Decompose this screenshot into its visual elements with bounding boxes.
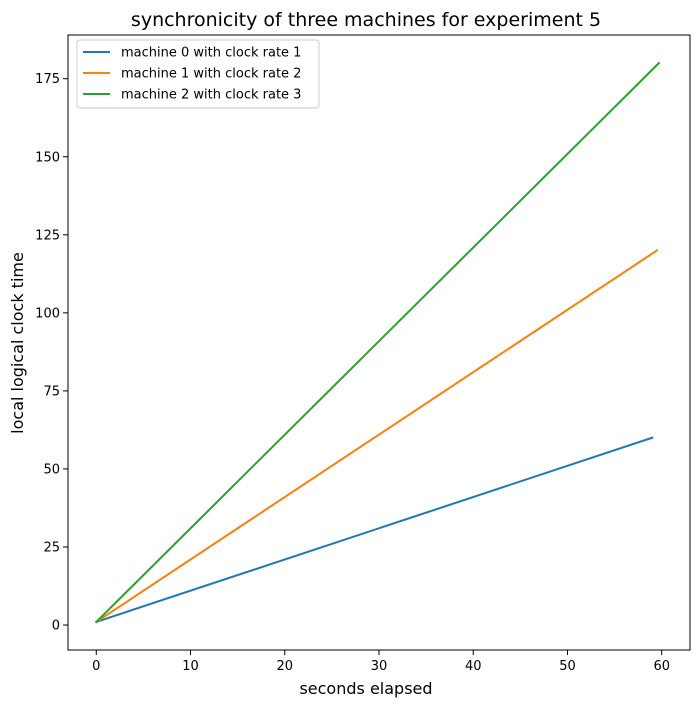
series-line-1 [94, 249, 659, 624]
y-tick-label: 175 [35, 72, 60, 87]
y-tick-label: 50 [43, 462, 60, 477]
y-tick-label: 75 [43, 384, 60, 399]
x-axis-label: seconds elapsed [299, 679, 432, 698]
x-axis: 0 10 20 30 40 50 60 [92, 650, 670, 674]
y-tick-label: 100 [35, 306, 60, 321]
x-tick-label: 50 [559, 659, 576, 674]
legend-box [76, 39, 320, 109]
y-axis-label: local logical clock time [8, 252, 27, 434]
x-tick-label: 20 [276, 659, 293, 674]
legend-label-0: machine 0 with clock rate 1 [121, 46, 301, 61]
series-line-2 [94, 61, 661, 624]
legend-label-1: machine 1 with clock rate 2 [121, 67, 301, 82]
x-tick-label: 60 [653, 659, 670, 674]
y-tick-label: 25 [43, 540, 60, 555]
x-tick-label: 10 [182, 659, 199, 674]
series-line-0 [95, 436, 654, 624]
plot-lines [94, 61, 661, 624]
x-tick-label: 0 [92, 659, 100, 674]
y-tick-label: 0 [52, 619, 60, 634]
legend: machine 0 with clock rate 1 machine 1 wit… [76, 39, 320, 109]
y-tick-label: 150 [35, 150, 60, 165]
y-axis: 0 25 50 75 100 125 150 175 [35, 72, 68, 634]
chart-title: synchronicity of three machines for expe… [131, 9, 601, 31]
y-tick-label: 125 [35, 228, 60, 243]
x-tick-label: 30 [371, 659, 388, 674]
x-tick-label: 40 [465, 659, 482, 674]
legend-label-2: machine 2 with clock rate 3 [121, 88, 301, 103]
